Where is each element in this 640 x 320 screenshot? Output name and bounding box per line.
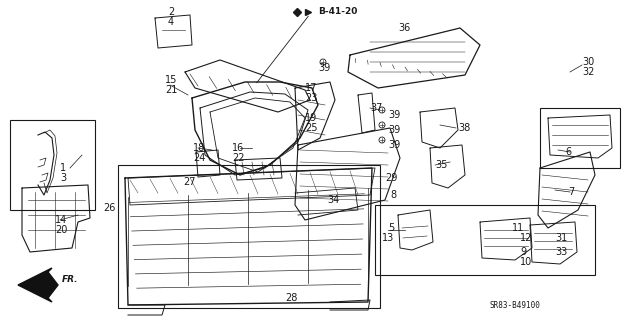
Text: 2: 2 [168,7,174,17]
Bar [118,165,380,308]
Text: 6: 6 [565,147,571,157]
Text: 39: 39 [388,140,400,150]
Text: 20: 20 [55,225,67,235]
Text: FR.: FR. [62,276,79,284]
Bar [375,205,595,275]
Polygon shape [18,268,58,302]
Text: 15: 15 [165,75,177,85]
Text: 32: 32 [582,67,595,77]
Bar [540,108,620,168]
Text: 7: 7 [568,187,574,197]
Text: 39: 39 [318,63,330,73]
Text: 5: 5 [388,223,394,233]
Text: 23: 23 [305,93,317,103]
Text: 31: 31 [555,233,567,243]
Text: 17: 17 [305,83,317,93]
Text: 25: 25 [305,123,317,133]
Text: 22: 22 [232,153,244,163]
Text: SR83-B49100: SR83-B49100 [490,300,541,309]
Text: 38: 38 [458,123,470,133]
Text: B-41-20: B-41-20 [318,7,357,17]
Text: 35: 35 [435,160,447,170]
Text: 27: 27 [183,177,195,187]
Text: 34: 34 [327,195,339,205]
Text: 1: 1 [60,163,66,173]
Text: 28: 28 [285,293,298,303]
Text: 37: 37 [370,103,382,113]
Text: 21: 21 [165,85,177,95]
Text: 13: 13 [382,233,394,243]
Text: 8: 8 [390,190,396,200]
Text: 11: 11 [512,223,524,233]
Text: 29: 29 [385,173,397,183]
Text: 12: 12 [520,233,532,243]
Bar [10,120,95,210]
Text: 10: 10 [520,257,532,267]
Text: 33: 33 [555,247,567,257]
Text: 14: 14 [55,215,67,225]
Text: 36: 36 [398,23,410,33]
Text: 3: 3 [60,173,66,183]
Text: 19: 19 [305,113,317,123]
Text: 18: 18 [193,143,205,153]
Text: 26: 26 [103,203,115,213]
Text: 39: 39 [388,125,400,135]
Text: 30: 30 [582,57,595,67]
Text: 16: 16 [232,143,244,153]
Text: 24: 24 [193,153,205,163]
Text: 9: 9 [520,247,526,257]
Text: 39: 39 [388,110,400,120]
Text: 4: 4 [168,17,174,27]
